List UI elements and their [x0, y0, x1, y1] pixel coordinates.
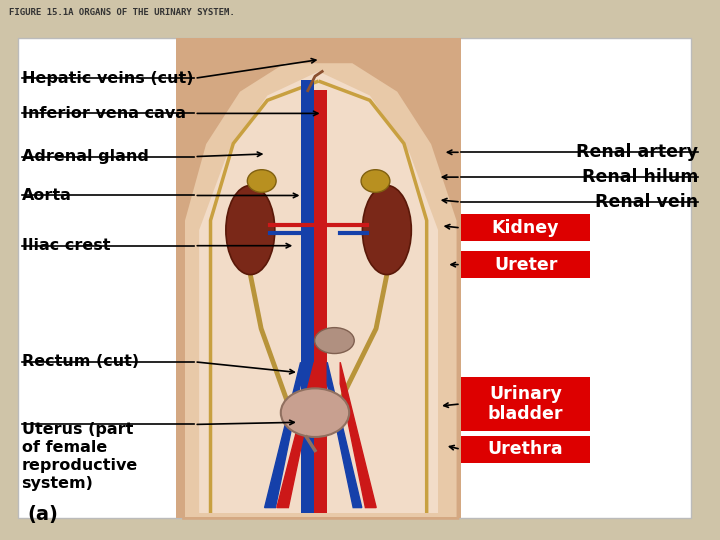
Polygon shape: [199, 71, 438, 513]
Ellipse shape: [361, 170, 390, 192]
Polygon shape: [327, 362, 361, 508]
Text: Renal artery: Renal artery: [577, 143, 698, 161]
Text: (a): (a): [27, 504, 58, 524]
Bar: [461, 214, 590, 241]
Text: Urethra: Urethra: [487, 440, 564, 458]
Text: Renal hilum: Renal hilum: [582, 168, 698, 186]
Text: Uterus (part
of female
reproductive
system): Uterus (part of female reproductive syst…: [22, 422, 138, 491]
Text: Hepatic veins (cut): Hepatic veins (cut): [22, 71, 193, 86]
Text: FIGURE 15.1A ORGANS OF THE URINARY SYSTEM.: FIGURE 15.1A ORGANS OF THE URINARY SYSTE…: [9, 8, 235, 17]
Text: Aorta: Aorta: [22, 188, 71, 203]
Text: Iliac crest: Iliac crest: [22, 238, 110, 253]
Bar: [461, 251, 590, 278]
Ellipse shape: [362, 185, 411, 274]
Ellipse shape: [226, 185, 275, 274]
Polygon shape: [341, 362, 376, 508]
Bar: [176, 38, 461, 518]
Polygon shape: [184, 62, 458, 518]
Bar: [301, 80, 314, 513]
Polygon shape: [277, 362, 314, 508]
Polygon shape: [265, 362, 301, 508]
Text: Rectum (cut): Rectum (cut): [22, 354, 139, 369]
Text: Renal vein: Renal vein: [595, 193, 698, 211]
Text: Adrenal gland: Adrenal gland: [22, 149, 148, 164]
Text: Ureter: Ureter: [494, 255, 557, 274]
Bar: [461, 377, 590, 431]
Bar: [461, 436, 590, 463]
Ellipse shape: [281, 388, 349, 437]
Bar: [314, 90, 327, 513]
Ellipse shape: [315, 328, 354, 354]
Bar: [18, 38, 691, 518]
Text: Kidney: Kidney: [492, 219, 559, 237]
Ellipse shape: [248, 170, 276, 192]
Text: Urinary
bladder: Urinary bladder: [488, 384, 563, 423]
Text: Inferior vena cava: Inferior vena cava: [22, 106, 186, 121]
